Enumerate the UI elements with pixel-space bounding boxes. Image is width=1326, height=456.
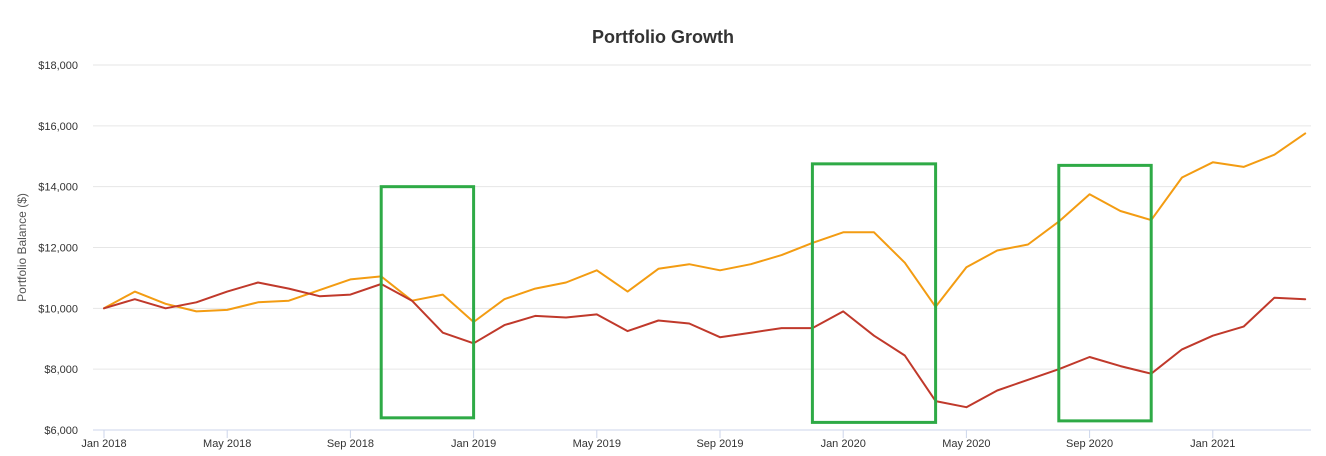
y-tick-label: $8,000 xyxy=(44,364,78,376)
y-tick-label: $10,000 xyxy=(38,303,78,315)
x-tick-label: Jan 2021 xyxy=(1190,438,1235,450)
highlight-box xyxy=(810,162,938,424)
gridlines xyxy=(93,64,1311,370)
y-tick-label: $14,000 xyxy=(38,182,78,194)
x-tick-label: Jan 2020 xyxy=(821,438,866,450)
annotation-boxes xyxy=(379,162,1153,424)
series-line-2 xyxy=(103,281,1307,409)
y-tick-label: $12,000 xyxy=(38,243,78,255)
x-tick-label: Sep 2018 xyxy=(327,438,374,450)
x-tick-label: May 2020 xyxy=(942,438,990,450)
series-line-1 xyxy=(103,132,1307,323)
highlight-box xyxy=(379,185,476,420)
chart-title: Portfolio Growth xyxy=(592,27,734,47)
x-tick-label: Sep 2020 xyxy=(1066,438,1113,450)
x-tick-label: May 2019 xyxy=(573,438,621,450)
x-tick-label: May 2018 xyxy=(203,438,251,450)
axis-labels: $6,000 $8,000 $10,000 $12,000 $14,000 $16,000… xyxy=(15,60,1235,450)
y-tick-label: $16,000 xyxy=(38,121,78,133)
y-tick-label: $6,000 xyxy=(44,425,78,437)
series-lines xyxy=(103,132,1307,409)
x-tick-label: Sep 2019 xyxy=(696,438,743,450)
x-tick-label: Jan 2018 xyxy=(81,438,126,450)
axes xyxy=(93,429,1311,438)
y-tick-label: $18,000 xyxy=(38,60,78,72)
y-axis-title: Portfolio Balance ($) xyxy=(15,193,29,302)
x-tick-label: Jan 2019 xyxy=(451,438,496,450)
highlight-box xyxy=(1057,163,1153,423)
